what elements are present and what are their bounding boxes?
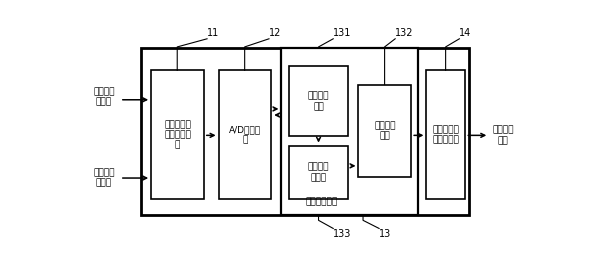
- Text: 14: 14: [459, 28, 472, 38]
- Text: 校验码输
入模块: 校验码输 入模块: [308, 163, 329, 182]
- Bar: [151, 70, 204, 199]
- Bar: [218, 70, 271, 199]
- Text: 数据采样及
信号调理模
块: 数据采样及 信号调理模 块: [164, 120, 191, 150]
- Text: 开关量采
样通道: 开关量采 样通道: [93, 168, 115, 188]
- Text: 模拟量采
样通道: 模拟量采 样通道: [93, 87, 115, 106]
- Text: 12: 12: [269, 28, 281, 38]
- Text: 隔离传输
媒质: 隔离传输 媒质: [492, 126, 514, 145]
- Bar: [359, 84, 411, 177]
- Bar: [281, 48, 418, 215]
- Text: 采样控制
模块: 采样控制 模块: [308, 92, 329, 111]
- Text: 13: 13: [379, 229, 391, 239]
- Bar: [289, 145, 348, 199]
- Text: 131: 131: [333, 28, 352, 38]
- Bar: [426, 70, 465, 199]
- Text: 132: 132: [395, 28, 414, 38]
- Bar: [289, 66, 348, 136]
- Text: A/D转换模
块: A/D转换模 块: [229, 125, 261, 145]
- Text: 数据编码
模块: 数据编码 模块: [374, 121, 395, 140]
- Text: 133: 133: [333, 229, 352, 239]
- Text: 发送主控单元: 发送主控单元: [305, 197, 338, 206]
- Text: 11: 11: [207, 28, 219, 38]
- Text: 发送单元信
号转换模块: 发送单元信 号转换模块: [432, 125, 459, 145]
- Bar: [140, 48, 469, 215]
